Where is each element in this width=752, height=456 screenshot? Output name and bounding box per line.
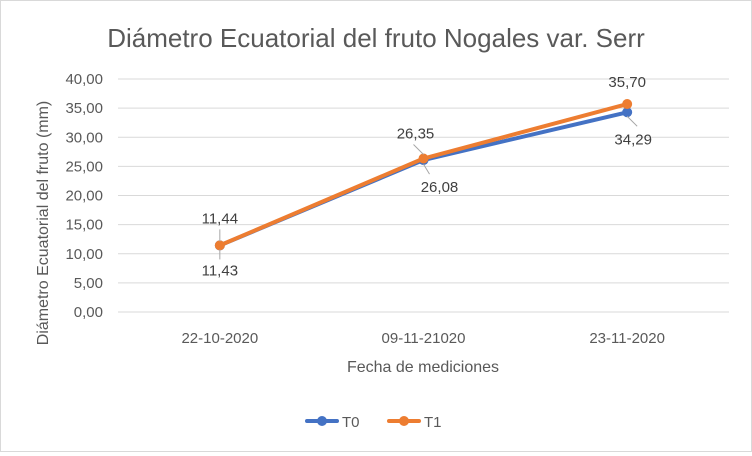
- data-label-T1: 26,35: [397, 126, 435, 143]
- data-label-T0: 11,43: [202, 262, 238, 279]
- x-tick-label: 09-11-21020: [382, 330, 466, 347]
- y-tick-label: 0,00: [74, 304, 103, 321]
- y-tick-label: 25,00: [65, 158, 103, 175]
- chart-title: Diámetro Ecuatorial del fruto Nogales va…: [107, 23, 645, 53]
- data-label-T0: 26,08: [421, 179, 459, 196]
- y-axis-title: Diámetro Ecuatorial del fruto (mm): [35, 101, 52, 346]
- data-label-leader: [626, 115, 638, 127]
- data-label-T1: 11,44: [202, 210, 238, 227]
- legend-marker-T0: [317, 416, 327, 426]
- data-labels: 11,43 26,08 34,29 11,44 26,35 35,70: [202, 74, 652, 279]
- data-label-leader: [423, 163, 430, 175]
- y-tick-labels: 0,00 5,00 10,00 15,00 20,00 25,00 30,00 35,00 40…: [65, 71, 103, 321]
- y-tick-label: 5,00: [74, 275, 103, 292]
- legend: T0 T1: [305, 414, 442, 431]
- x-tick-label: 23-11-2020: [589, 330, 665, 347]
- y-tick-label: 30,00: [65, 129, 103, 146]
- y-tick-label: 20,00: [65, 188, 103, 205]
- x-tick-labels: 22-10-2020 09-11-21020 23-11-2020: [181, 330, 665, 347]
- legend-label-T1: T1: [424, 414, 442, 431]
- legend-label-T0: T0: [342, 414, 360, 431]
- data-point-T1: [418, 153, 429, 164]
- y-tick-label: 35,00: [65, 100, 103, 117]
- data-point-T1: [214, 240, 225, 251]
- data-label-T0: 34,29: [614, 131, 652, 148]
- series-lines: [214, 99, 633, 251]
- legend-marker-T1: [399, 416, 409, 426]
- x-axis-title: Fecha de mediciones: [347, 359, 499, 376]
- data-label-T1: 35,70: [608, 74, 646, 91]
- data-label-leader: [413, 144, 424, 155]
- x-tick-label: 22-10-2020: [181, 330, 258, 347]
- y-tick-label: 40,00: [65, 71, 103, 88]
- y-tick-label: 10,00: [65, 246, 103, 263]
- data-point-T0: [622, 107, 633, 118]
- y-tick-label: 15,00: [65, 217, 103, 234]
- data-point-T1: [622, 99, 633, 110]
